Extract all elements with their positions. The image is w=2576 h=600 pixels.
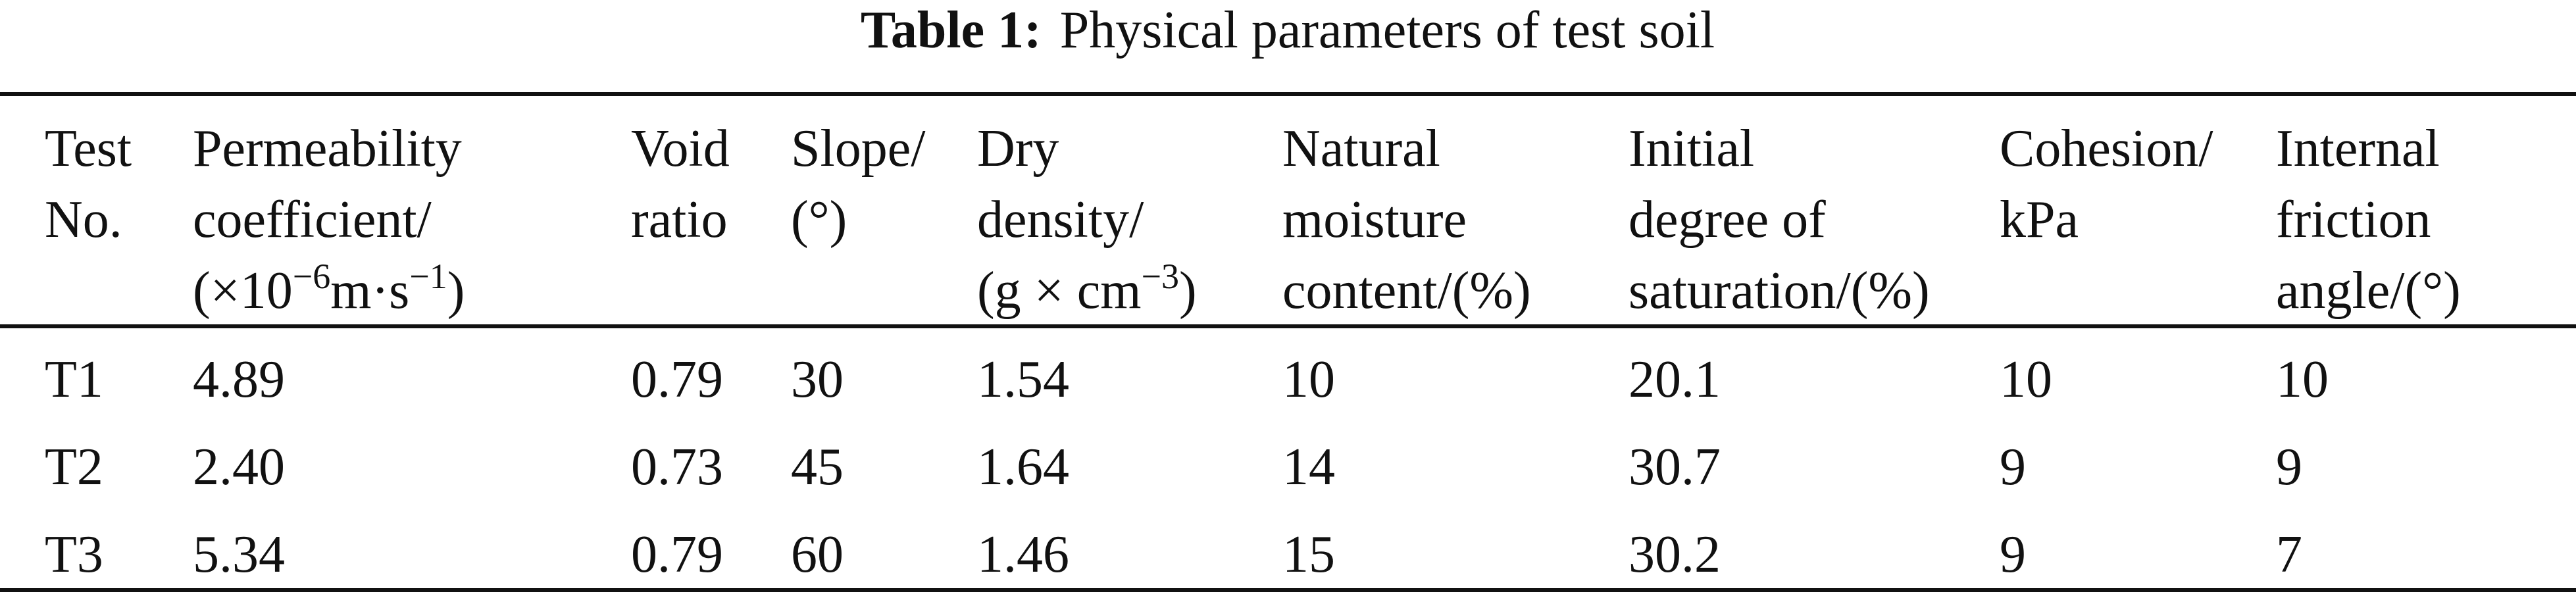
header-line: moisture bbox=[1282, 191, 1467, 249]
header-line: Permeability bbox=[193, 120, 462, 178]
table-cell: 45 bbox=[791, 438, 844, 496]
table-cell: 9 bbox=[2000, 438, 2026, 496]
header-text: content/(%) bbox=[1282, 262, 1531, 320]
header-line: coefficient/ bbox=[193, 191, 432, 249]
header-text: saturation/(%) bbox=[1629, 262, 1930, 320]
header-text: Initial bbox=[1629, 120, 1754, 178]
header-text: ratio bbox=[631, 191, 728, 249]
header-text: Test bbox=[45, 120, 132, 178]
header-line: (×10−6m·s−1) bbox=[193, 257, 465, 320]
header-line: Initial bbox=[1629, 120, 1754, 178]
table-cell: 30.2 bbox=[1629, 526, 1721, 584]
header-text: friction bbox=[2276, 191, 2431, 249]
header-text: ) bbox=[447, 262, 465, 320]
header-line: Slope/ bbox=[791, 120, 926, 178]
header-text: coefficient/ bbox=[193, 191, 432, 249]
header-line: (°) bbox=[791, 191, 847, 249]
table-cell: T2 bbox=[45, 438, 103, 496]
superscript: −3 bbox=[1142, 257, 1179, 296]
header-line: friction bbox=[2276, 191, 2431, 249]
header-text: (×10 bbox=[193, 262, 293, 320]
table-cell: 0.79 bbox=[631, 526, 723, 584]
header-line: saturation/(%) bbox=[1629, 262, 1930, 320]
table-cell: 30 bbox=[791, 351, 844, 409]
table-cell: 60 bbox=[791, 526, 844, 584]
table-cell: 30.7 bbox=[1629, 438, 1721, 496]
header-line: angle/(°) bbox=[2276, 262, 2461, 320]
header-text: angle/(°) bbox=[2276, 262, 2461, 320]
table-cell: 1.46 bbox=[977, 526, 1069, 584]
header-text: Slope/ bbox=[791, 120, 926, 178]
caption-label: Table 1: bbox=[861, 1, 1042, 59]
header-text: m·s bbox=[330, 262, 409, 320]
caption-text: Physical parameters of test soil bbox=[1060, 1, 1715, 59]
header-text: Permeability bbox=[193, 120, 462, 178]
header-text: Void bbox=[631, 120, 730, 178]
header-line: degree of bbox=[1629, 191, 1826, 249]
table-cell: 4.89 bbox=[193, 351, 285, 409]
header-line: Test bbox=[45, 120, 132, 178]
superscript: −1 bbox=[409, 257, 447, 296]
header-line: Internal bbox=[2276, 120, 2440, 178]
header-line: content/(%) bbox=[1282, 262, 1531, 320]
header-text: kPa bbox=[2000, 191, 2079, 249]
table-cell: 2.40 bbox=[193, 438, 285, 496]
table-cell: 9 bbox=[2276, 438, 2302, 496]
header-line: kPa bbox=[2000, 191, 2079, 249]
header-line: Dry bbox=[977, 120, 1059, 178]
table-cell: 0.79 bbox=[631, 351, 723, 409]
header-text: Natural bbox=[1282, 120, 1440, 178]
header-line: ratio bbox=[631, 191, 728, 249]
table-cell: 5.34 bbox=[193, 526, 285, 584]
header-line: Void bbox=[631, 120, 730, 178]
header-text: Internal bbox=[2276, 120, 2440, 178]
header-text: (°) bbox=[791, 191, 847, 249]
table-cell: 7 bbox=[2276, 526, 2302, 584]
header-text: density/ bbox=[977, 191, 1144, 249]
header-text: degree of bbox=[1629, 191, 1826, 249]
table-cell: 10 bbox=[2276, 351, 2329, 409]
header-line: (g × cm−3) bbox=[977, 257, 1197, 320]
table-cell: T3 bbox=[45, 526, 103, 584]
table-cell: 10 bbox=[1282, 351, 1335, 409]
header-line: No. bbox=[45, 191, 122, 249]
table-cell: 10 bbox=[2000, 351, 2052, 409]
superscript: −6 bbox=[293, 257, 330, 296]
table-cell: 9 bbox=[2000, 526, 2026, 584]
header-line: Natural bbox=[1282, 120, 1440, 178]
table-cell: 1.54 bbox=[977, 351, 1069, 409]
table-cell: 0.73 bbox=[631, 438, 723, 496]
header-text: (g × cm bbox=[977, 262, 1142, 320]
table-cell: 14 bbox=[1282, 438, 1335, 496]
table-cell: 1.64 bbox=[977, 438, 1069, 496]
table-cell: 20.1 bbox=[1629, 351, 1721, 409]
header-text: ) bbox=[1179, 262, 1197, 320]
header-line: density/ bbox=[977, 191, 1144, 249]
header-text: moisture bbox=[1282, 191, 1467, 249]
table-caption: Table 1: Physical parameters of test soil bbox=[861, 1, 1715, 59]
header-text: No. bbox=[45, 191, 122, 249]
table-cell: 15 bbox=[1282, 526, 1335, 584]
header-text: Dry bbox=[977, 120, 1059, 178]
header-line: Cohesion/ bbox=[2000, 120, 2213, 178]
table-cell: T1 bbox=[45, 351, 103, 409]
header-text: Cohesion/ bbox=[2000, 120, 2213, 178]
